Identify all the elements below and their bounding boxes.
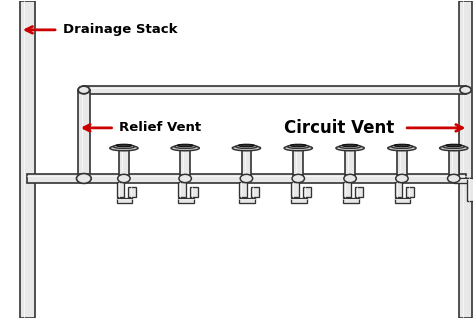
Bar	[239, 198, 255, 203]
Ellipse shape	[446, 144, 462, 147]
Ellipse shape	[342, 144, 358, 147]
Ellipse shape	[116, 144, 132, 147]
Circle shape	[240, 174, 253, 183]
Circle shape	[118, 174, 130, 183]
Bar	[291, 182, 299, 197]
Ellipse shape	[177, 144, 193, 147]
Ellipse shape	[232, 145, 261, 151]
Bar	[394, 182, 402, 197]
Circle shape	[76, 174, 91, 183]
Ellipse shape	[439, 145, 468, 151]
Circle shape	[344, 174, 356, 183]
Ellipse shape	[174, 145, 196, 149]
Bar	[394, 198, 410, 203]
Ellipse shape	[288, 145, 309, 149]
Bar	[467, 178, 474, 201]
Bar	[242, 150, 251, 175]
Bar	[449, 150, 458, 175]
Ellipse shape	[113, 145, 135, 149]
Bar	[27, 174, 465, 183]
Ellipse shape	[339, 145, 361, 149]
Circle shape	[447, 174, 460, 183]
Bar	[78, 90, 90, 178]
Ellipse shape	[238, 144, 255, 147]
Ellipse shape	[236, 145, 257, 149]
Bar	[406, 187, 414, 197]
Circle shape	[78, 175, 90, 182]
Ellipse shape	[391, 145, 413, 149]
Bar	[459, 1, 472, 318]
Bar	[251, 187, 259, 197]
Text: Relief Vent: Relief Vent	[119, 121, 201, 134]
Ellipse shape	[291, 144, 306, 147]
Bar	[343, 182, 351, 197]
Bar	[178, 198, 194, 203]
Bar	[454, 178, 471, 183]
Circle shape	[460, 86, 471, 94]
Bar	[119, 150, 129, 175]
Ellipse shape	[284, 145, 312, 151]
Bar	[345, 150, 355, 175]
Bar	[291, 198, 307, 203]
Ellipse shape	[110, 145, 138, 151]
Bar	[117, 198, 132, 203]
Bar	[84, 86, 465, 94]
Ellipse shape	[388, 145, 416, 151]
Bar	[178, 182, 186, 197]
Circle shape	[179, 174, 191, 183]
Text: Circuit Vent: Circuit Vent	[284, 119, 394, 137]
Bar	[293, 150, 303, 175]
Bar	[181, 150, 190, 175]
Bar	[20, 1, 35, 318]
Bar	[190, 187, 198, 197]
Ellipse shape	[336, 145, 364, 151]
Bar	[128, 187, 137, 197]
Text: Drainage Stack: Drainage Stack	[63, 23, 177, 36]
Circle shape	[396, 174, 408, 183]
Circle shape	[292, 174, 304, 183]
Circle shape	[78, 86, 90, 94]
Bar	[117, 182, 125, 197]
Bar	[303, 187, 310, 197]
Bar	[355, 187, 363, 197]
Ellipse shape	[171, 145, 199, 151]
Ellipse shape	[394, 144, 410, 147]
Circle shape	[78, 86, 90, 94]
Bar	[343, 198, 358, 203]
Bar	[397, 150, 407, 175]
Ellipse shape	[443, 145, 465, 149]
Bar	[239, 182, 247, 197]
